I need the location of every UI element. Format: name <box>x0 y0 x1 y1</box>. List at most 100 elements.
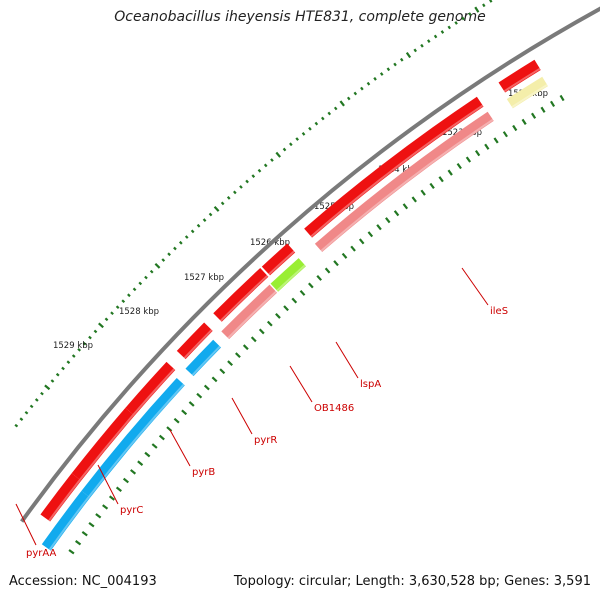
ruler-tick <box>393 62 397 67</box>
inner-tick <box>316 274 323 281</box>
inner-tick <box>512 124 518 132</box>
ruler-tick <box>353 91 358 96</box>
ruler-tick <box>115 305 120 310</box>
ruler-tick <box>208 212 213 217</box>
forward-gene <box>40 473 82 522</box>
ruler-tick <box>213 205 220 212</box>
inner-tick <box>250 336 257 343</box>
ruler-tick <box>66 360 71 365</box>
ruler-tick <box>257 168 262 173</box>
ruler-label: 1529 kbp <box>53 341 93 351</box>
genome-summary: Topology: circular; Length: 3,630,528 bp… <box>233 574 591 589</box>
forward-gene <box>498 59 541 93</box>
gene-lspA <box>270 258 306 292</box>
ruler-tick <box>379 72 384 76</box>
ruler-tick <box>314 121 319 126</box>
gene-leader-line <box>15 503 37 546</box>
ruler-tick <box>149 269 154 274</box>
ruler-tick <box>282 147 287 152</box>
inner-tick <box>502 131 508 138</box>
ruler-tick <box>190 229 195 234</box>
ruler-tick <box>161 258 166 262</box>
inner-tick <box>68 549 75 555</box>
gene-label-pyrb: pyrB <box>192 467 215 478</box>
ruler-tick <box>327 111 332 116</box>
gene-labels: ileS lspA OB1486 pyrR pyrB pyrC pyrAA <box>15 267 508 559</box>
ruler-tick <box>263 163 268 168</box>
gene-pyrC <box>81 377 185 498</box>
inner-tick <box>151 443 158 449</box>
inner-tick <box>130 469 137 475</box>
forward-gene <box>125 361 176 416</box>
inner-tick <box>367 231 374 238</box>
inner-tick <box>350 245 356 252</box>
ruler-tick <box>202 218 207 222</box>
ruler-tick <box>93 329 98 334</box>
inner-tick <box>88 522 95 528</box>
ruler-tick <box>77 348 81 352</box>
gene-ileS <box>314 111 494 253</box>
gene-other <box>506 76 548 109</box>
ruler-tick <box>245 179 249 184</box>
inner-tick <box>227 360 233 367</box>
inner-tick <box>196 392 203 399</box>
inner-tick <box>531 112 537 119</box>
ruler-tick <box>399 57 404 62</box>
inner-tick <box>438 176 444 183</box>
gene-label-pyrc: pyrC <box>120 505 143 516</box>
inner-tick <box>291 297 298 304</box>
ruler-tick <box>360 86 364 91</box>
ruler-tick <box>173 246 177 251</box>
ruler-tick <box>233 190 237 195</box>
gene-leader-line <box>97 464 119 505</box>
ruler-tick <box>474 6 480 13</box>
ruler-tick <box>127 293 131 298</box>
inner-tick <box>540 106 546 113</box>
ruler-tick <box>420 43 424 48</box>
inner-tick <box>493 137 499 144</box>
ruler-tick <box>61 366 65 371</box>
ruler-tick <box>132 287 137 292</box>
ruler-tick <box>427 39 431 43</box>
inner-tick <box>308 282 314 289</box>
forward-gene <box>261 243 296 276</box>
ruler-tick <box>144 275 148 280</box>
ruler-tick <box>98 322 104 329</box>
ruler-tick <box>82 341 87 346</box>
inner-tick <box>242 344 249 351</box>
inner-tick <box>173 417 180 424</box>
inner-tick <box>203 384 210 391</box>
ruler-tick <box>34 398 39 402</box>
gene-leader-line <box>335 341 359 379</box>
gene-label-lspa: lspA <box>360 379 381 390</box>
ruler-tick <box>167 252 171 257</box>
ruler-tick <box>14 423 19 428</box>
inner-tick <box>465 156 472 163</box>
inner-tick <box>219 368 226 375</box>
forward-gene <box>71 407 135 481</box>
map-title: Oceanobacillus iheyensis HTE831, complet… <box>114 9 486 25</box>
inner-tick <box>283 305 289 312</box>
inner-tick <box>235 352 241 359</box>
ruler-tick <box>346 96 351 101</box>
inner-tick <box>266 320 273 327</box>
inner-tick <box>358 238 365 245</box>
backbone <box>20 6 600 523</box>
gene-pyrR <box>185 339 222 377</box>
ruler-tick <box>447 25 451 30</box>
inner-tick <box>324 267 331 274</box>
ruler-tick <box>366 81 371 86</box>
inner-tick <box>402 203 409 210</box>
gene-OB1486 <box>221 284 278 340</box>
ruler-tick <box>440 30 445 34</box>
ruler-tick <box>251 174 256 178</box>
forward-gene <box>176 322 213 360</box>
gene-label-ob1486: OB1486 <box>314 403 354 414</box>
ruler-tick <box>121 299 126 304</box>
ruler-tick <box>386 67 391 72</box>
ruler-tick <box>104 317 109 322</box>
ruler-tick <box>29 404 34 409</box>
ruler-tick <box>489 0 493 3</box>
ruler-tick <box>373 77 377 81</box>
ruler-dots <box>14 0 493 428</box>
